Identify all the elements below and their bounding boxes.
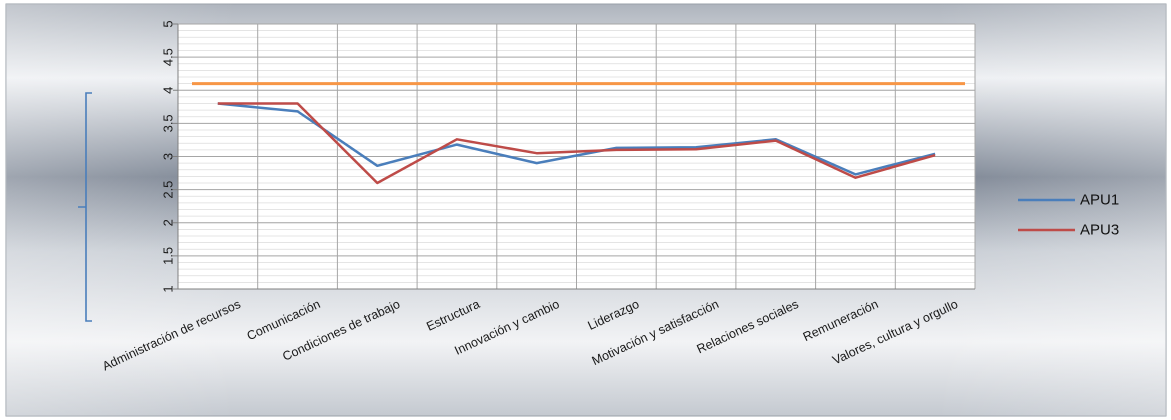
legend: APU1 APU3 xyxy=(1018,192,1119,239)
y-axis-ticks: 1 1.5 2 2.5 3 3.5 4 4.5 5 xyxy=(161,20,975,293)
series-line-apu3 xyxy=(217,102,936,185)
y-tick-label: 2 xyxy=(161,219,176,226)
series-line-apu1 xyxy=(217,102,936,176)
y-tick-label: 4.5 xyxy=(161,48,176,66)
y-tick-label: 5 xyxy=(161,20,176,27)
series-lines xyxy=(217,102,936,185)
y-tick-label: 1.5 xyxy=(161,247,176,265)
y-tick-label: 4 xyxy=(161,87,176,94)
side-bracket xyxy=(78,92,92,322)
legend-label-apu1: APU1 xyxy=(1080,192,1119,209)
y-tick-label: 1 xyxy=(161,285,176,292)
legend-label-apu3: APU3 xyxy=(1080,222,1119,239)
y-tick-label: 3 xyxy=(161,153,176,160)
y-tick-label: 3.5 xyxy=(161,114,176,132)
y-tick-label: 2.5 xyxy=(161,181,176,199)
